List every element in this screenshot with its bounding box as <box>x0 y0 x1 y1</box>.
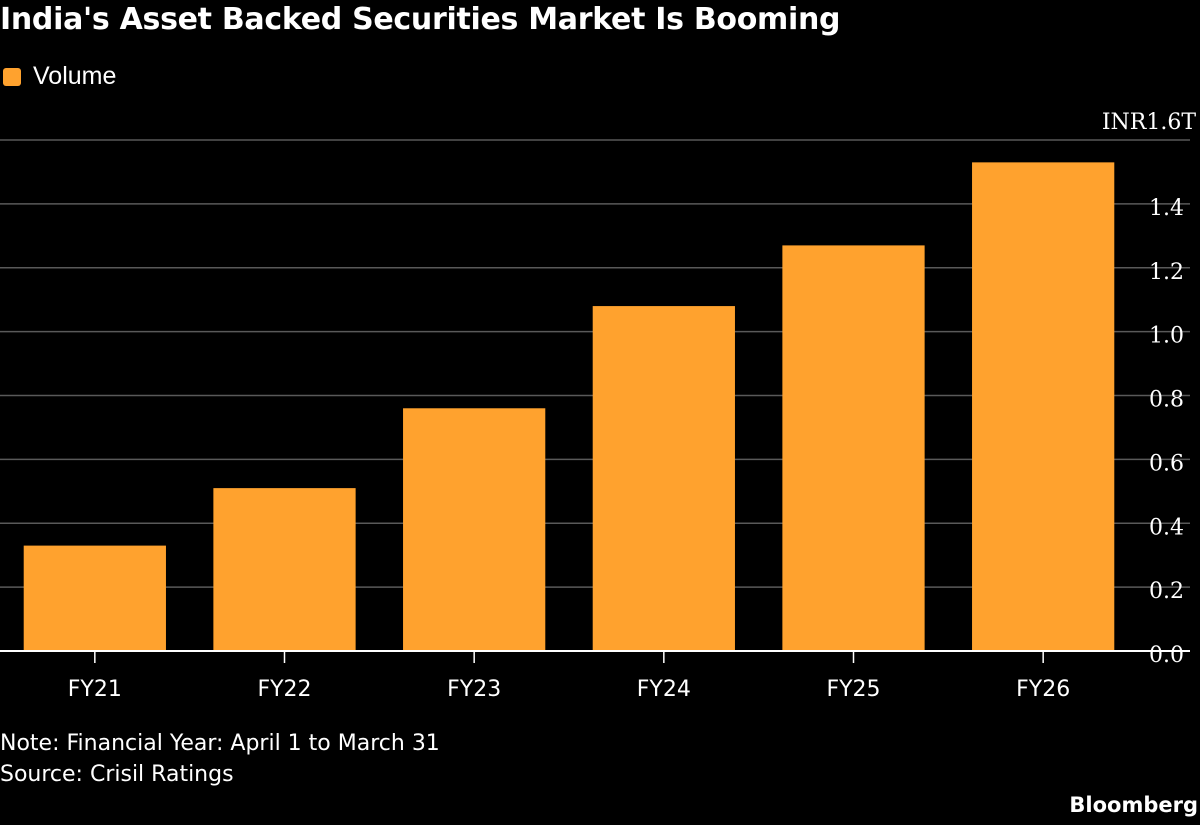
bar-fy24 <box>592 306 735 651</box>
source-text: Source: Crisil Ratings <box>0 762 234 787</box>
y-tick-label: 0.2 <box>1149 579 1184 604</box>
y-tick-label: 0.8 <box>1149 388 1184 413</box>
x-axis: FY21 FY22 FY23 FY24 FY25 FY26 <box>0 650 1190 702</box>
x-tick-label: FY22 <box>257 677 311 702</box>
y-tick-label: 1.4 <box>1149 196 1184 221</box>
x-tick-label: FY25 <box>826 677 880 702</box>
y-tick-label: 0.0 <box>1149 643 1184 668</box>
legend-swatch <box>3 67 21 86</box>
x-tick-label: FY26 <box>1016 677 1070 702</box>
bar-fy23 <box>403 408 546 651</box>
legend: Volume <box>3 62 116 91</box>
y-tick-label: INR1.6T <box>1102 110 1196 135</box>
y-axis: 0.0 0.2 0.4 0.6 0.8 1.0 1.2 1.4 INR1.6T <box>1102 110 1196 668</box>
chart-title: India's Asset Backed Securities Market I… <box>0 2 841 37</box>
y-tick-label: 0.6 <box>1149 451 1184 476</box>
bar-fy26 <box>972 162 1115 651</box>
x-tick-label: FY21 <box>68 677 122 702</box>
note-text: Note: Financial Year: April 1 to March 3… <box>0 731 440 756</box>
y-tick-label: 0.4 <box>1149 515 1184 540</box>
legend-label: Volume <box>33 62 117 90</box>
bloomberg-logo: Bloomberg <box>1069 793 1198 817</box>
y-tick-label: 1.2 <box>1149 260 1184 285</box>
bar-fy22 <box>213 488 356 651</box>
bar-fy21 <box>23 545 166 651</box>
bar-fy25 <box>782 245 925 652</box>
x-tick-label: FY23 <box>447 677 501 702</box>
y-tick-label: 1.0 <box>1149 324 1184 349</box>
bars <box>23 162 1115 652</box>
x-tick-label: FY24 <box>637 677 691 702</box>
